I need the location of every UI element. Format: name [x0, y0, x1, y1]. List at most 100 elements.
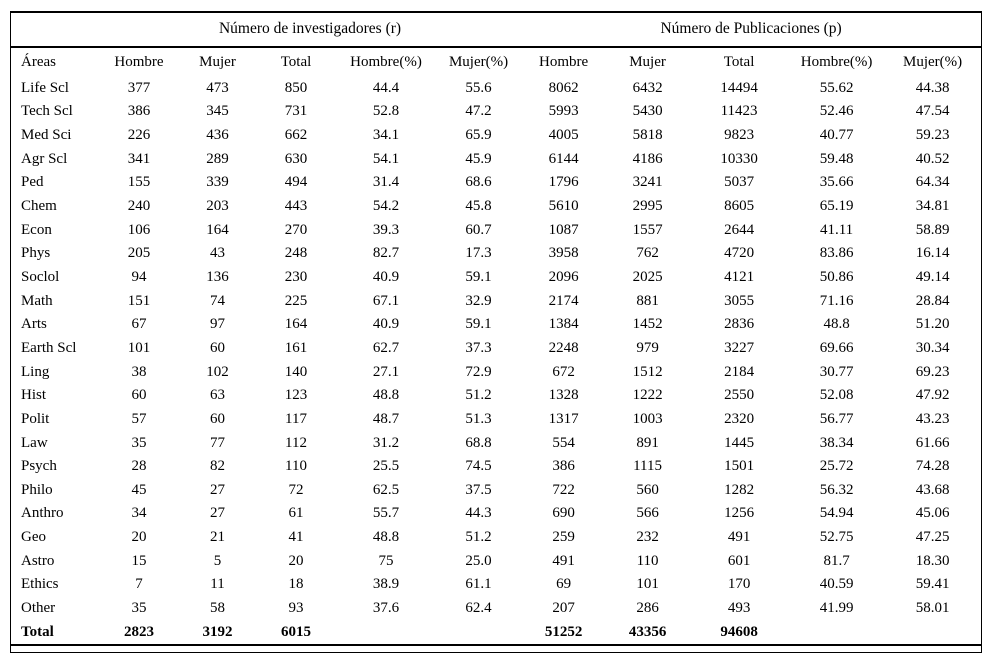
table-cell: 102	[206, 363, 229, 380]
table-cell: 3958	[548, 245, 579, 262]
table-row: Polit 57 60 117 48.7 51.3 1317 1003 2320 56.77 43.…	[11, 407, 981, 431]
table-cell: 27.1	[372, 363, 400, 380]
table-cell: 44.38	[915, 79, 950, 96]
table-cell: 377	[127, 79, 151, 96]
table-cell: 203	[206, 197, 229, 214]
row-label: Tech Scl	[21, 103, 73, 120]
table-cell: 2836	[724, 316, 755, 333]
table-row: Med Sci 226 436 662 34.1 65.9 4005 5818 9823 40.7…	[11, 123, 981, 147]
table-cell: 101	[636, 576, 659, 593]
table-cell: 62.5	[372, 481, 400, 498]
table-cell: 731	[284, 103, 308, 120]
table-cell: 1282	[724, 481, 755, 498]
table-cell: 45.9	[465, 150, 492, 167]
column-header-p-mujer: Mujer	[629, 53, 666, 70]
table-row: Ethics 7 11 18 38.9 61.1 69 101 170 40.59 59.41	[11, 573, 981, 597]
table-cell: 27	[210, 481, 225, 498]
table-cell: 1328	[548, 387, 579, 404]
table-cell: 101	[127, 339, 151, 356]
table-cell: 140	[284, 363, 308, 380]
table-cell: 164	[284, 316, 308, 333]
table-cell: 1087	[548, 221, 579, 238]
table-cell: 30.34	[915, 339, 950, 356]
table-cell: 5430	[632, 103, 663, 120]
table-cell: 491	[727, 529, 751, 546]
row-label: Chem	[21, 197, 57, 214]
row-label: Other	[21, 600, 56, 617]
table-cell: 48.8	[823, 316, 850, 333]
table-cell: 44.3	[465, 505, 492, 522]
table-cell: 2320	[724, 410, 755, 427]
table-cell: 630	[284, 150, 308, 167]
table-cell: 52.08	[819, 387, 854, 404]
table-cell: 32.9	[465, 292, 492, 309]
table-cell: 68.8	[465, 434, 492, 451]
table-cell: 41.99	[819, 600, 854, 617]
table-cell: 40.9	[372, 316, 400, 333]
table-cell: 34.81	[915, 197, 950, 214]
table-cell: 20	[288, 552, 304, 569]
table-cell: 93	[288, 600, 304, 617]
table-cell: 41	[288, 529, 304, 546]
table-cell: 1557	[632, 221, 663, 238]
table-cell: 11	[210, 576, 225, 593]
table-cell: 259	[552, 529, 575, 546]
table-cell: 54.1	[372, 150, 400, 167]
table-cell: 2995	[632, 197, 663, 214]
table-cell: 52.8	[372, 103, 400, 120]
row-label: Agr Scl	[21, 150, 68, 167]
column-header-r-hombre-pct: Hombre(%)	[350, 53, 422, 70]
table-cell: 341	[127, 150, 151, 167]
column-header-r-hombre: Hombre	[114, 53, 164, 70]
table-cell: 9823	[724, 126, 755, 143]
table-cell: 3055	[724, 292, 755, 309]
table-cell: 21	[210, 529, 225, 546]
table-cell: 75	[378, 552, 394, 569]
table-cell: 4121	[724, 268, 755, 285]
table-cell: 61.66	[915, 434, 950, 451]
table-cell: 50.86	[819, 268, 854, 285]
group-header-row: Número de investigadores (r) Número de P…	[11, 13, 981, 48]
table-cell: 4005	[548, 126, 579, 143]
table-row: Econ 106 164 270 39.3 60.7 1087 1557 2644 41.11 58…	[11, 218, 981, 242]
table-cell: 58.89	[915, 221, 950, 238]
table-cell: 35	[131, 600, 147, 617]
table-row: Phys 205 43 248 82.7 17.3 3958 762 4720 83.86 16.1…	[11, 242, 981, 266]
table-cell: 240	[127, 197, 151, 214]
table-cell: 566	[636, 505, 659, 522]
row-label: Philo	[21, 481, 53, 498]
table-cell: 67	[131, 316, 147, 333]
table-row: Agr Scl 341 289 630 54.1 45.9 6144 4186 10330 59.…	[11, 147, 981, 171]
table-cell: 6015	[256, 620, 336, 646]
table-cell: 20	[131, 529, 147, 546]
table-cell: 74.28	[915, 458, 950, 475]
table-cell: 2823	[99, 620, 179, 646]
table-cell: 5037	[724, 174, 755, 191]
table-cell: 286	[636, 600, 659, 617]
table-cell: 51.2	[465, 387, 492, 404]
table-row: Geo 20 21 41 48.8 51.2 259 232 491 52.75 47.25	[11, 525, 981, 549]
row-label: Ling	[21, 363, 50, 380]
table-cell: 4720	[724, 245, 755, 262]
table-cell: 6432	[632, 79, 663, 96]
table-cell: 62.7	[372, 339, 400, 356]
table-cell: 106	[127, 221, 151, 238]
table-cell: 662	[284, 126, 308, 143]
table-cell: 205	[127, 245, 151, 262]
table-cell: 58	[210, 600, 225, 617]
table-cell: 25.72	[819, 458, 854, 475]
table-cell: 81.7	[823, 552, 850, 569]
table-cell: 62.4	[465, 600, 492, 617]
table-cell: 136	[206, 268, 229, 285]
table-cell: 35	[131, 434, 147, 451]
table-cell: 4186	[632, 150, 663, 167]
row-label: Anthro	[21, 505, 64, 522]
table-cell: 386	[552, 458, 575, 475]
table-cell: 28	[131, 458, 147, 475]
group-header-publicaciones: Número de Publicaciones (p)	[521, 13, 981, 48]
table-cell: 74	[210, 292, 225, 309]
table-cell: 270	[284, 221, 308, 238]
table-cell: 37.6	[372, 600, 400, 617]
table-row: Hist 60 63 123 48.8 51.2 1328 1222 2550 52.08 47.9…	[11, 384, 981, 408]
table-cell: 52.75	[819, 529, 854, 546]
